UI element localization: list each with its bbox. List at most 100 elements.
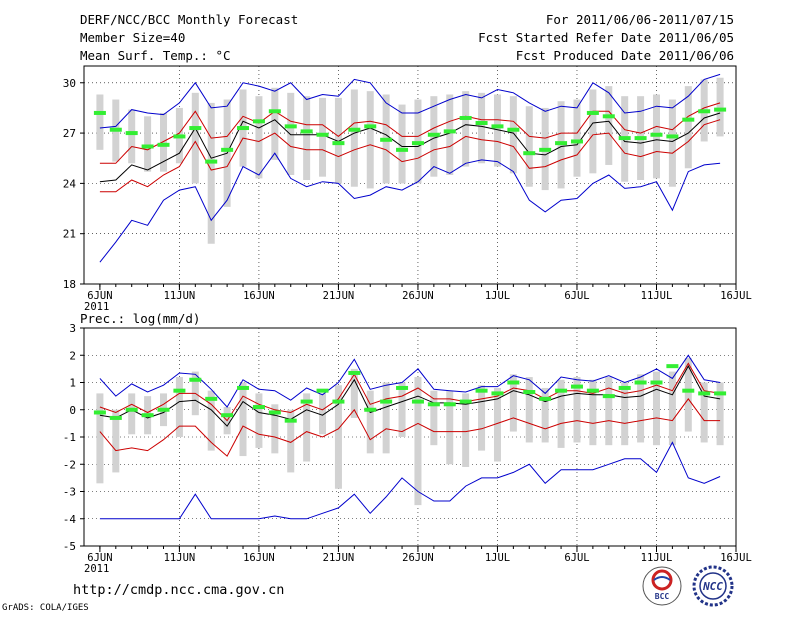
x-tick-label: 26JUN bbox=[402, 290, 434, 302]
spread-bar bbox=[605, 377, 613, 446]
source-url[interactable]: http://cmdp.ncc.cma.gov.cn bbox=[73, 582, 285, 598]
x-tick-label: 11JUL bbox=[641, 290, 673, 302]
spread-bar bbox=[668, 371, 676, 446]
ens-mean-mark bbox=[109, 127, 122, 132]
spread-bar bbox=[668, 99, 676, 187]
ens-mean-mark bbox=[237, 126, 250, 131]
ens-mean-mark bbox=[555, 141, 568, 146]
ens-mean-mark bbox=[348, 127, 361, 132]
ens-mean-mark bbox=[586, 110, 599, 115]
y-tick-label: -1 bbox=[63, 431, 76, 444]
max-line bbox=[99, 354, 721, 408]
spread-bar bbox=[589, 379, 597, 446]
spread-bar bbox=[398, 104, 406, 184]
ens-mean-mark bbox=[618, 385, 631, 390]
spread-bar bbox=[96, 393, 104, 484]
spread-bar bbox=[684, 357, 692, 432]
y-tick-label: -5 bbox=[63, 540, 76, 553]
x-tick-label: 16JUN bbox=[243, 290, 275, 302]
min-line bbox=[99, 152, 721, 263]
spread-bar bbox=[652, 371, 660, 446]
spread-bar bbox=[128, 393, 136, 435]
spread-bar bbox=[112, 409, 120, 473]
y-tick-label: -3 bbox=[63, 486, 76, 499]
spread-bar bbox=[589, 89, 597, 174]
spread-bar bbox=[637, 374, 645, 443]
spread-bar bbox=[319, 393, 327, 435]
ens-mean-mark bbox=[268, 109, 281, 114]
spread-bar bbox=[414, 377, 422, 506]
y-tick-label: -4 bbox=[63, 513, 77, 526]
x-tick-label: 1JUL bbox=[485, 552, 510, 564]
ens-mean-mark bbox=[539, 147, 552, 152]
spread-bar bbox=[287, 409, 295, 473]
spread-bar bbox=[446, 94, 454, 175]
median-line bbox=[99, 365, 721, 427]
precipitation-panel: -5 -4 -3 -2 -1 0 1 2 3 6JUN 11JUN 16JUN 21JUN 26JUN 1J… bbox=[63, 322, 752, 575]
member-size: Member Size=40 bbox=[80, 30, 186, 45]
ens-mean-mark bbox=[189, 377, 202, 382]
chart-title: DERF/NCC/BCC Monthly Forecast bbox=[80, 12, 299, 27]
spread-bar bbox=[160, 112, 168, 172]
spread-bar bbox=[573, 377, 581, 443]
x-tick-label: 1JUL bbox=[485, 290, 510, 302]
spread-bar bbox=[255, 393, 263, 448]
spread-bar bbox=[382, 382, 390, 454]
ens-mean-mark bbox=[427, 132, 440, 137]
spread-bar bbox=[366, 91, 374, 189]
ens-mean-mark bbox=[555, 388, 568, 393]
ens-mean-mark bbox=[475, 121, 488, 126]
ens-mean-mark bbox=[666, 134, 679, 139]
ens-mean-mark bbox=[459, 399, 472, 404]
lower-line bbox=[99, 119, 721, 193]
spread-bar bbox=[303, 393, 311, 462]
ens-mean-mark bbox=[475, 388, 488, 393]
ens-mean-mark bbox=[300, 399, 313, 404]
ens-mean-mark bbox=[443, 129, 456, 134]
spread-bar bbox=[398, 382, 406, 437]
precip-panel-title: Prec.: log(mm/d) bbox=[80, 311, 200, 326]
spread-bar bbox=[207, 390, 215, 451]
spread-bar bbox=[716, 77, 724, 137]
ens-mean-mark bbox=[650, 380, 663, 385]
x-tick-label: 11JUN bbox=[164, 552, 196, 564]
grads-credit: GrADS: COLA/IGES bbox=[2, 603, 89, 613]
ens-mean-mark bbox=[93, 410, 106, 415]
ens-mean-mark bbox=[316, 388, 329, 393]
spread-bar bbox=[271, 404, 279, 454]
x-tick-label: 16JUL bbox=[720, 552, 752, 564]
ens-mean-mark bbox=[443, 402, 456, 407]
ens-mean-mark bbox=[221, 413, 234, 418]
ens-mean-mark bbox=[93, 110, 106, 115]
spread-bar bbox=[573, 99, 581, 177]
y-tick-label: 18 bbox=[63, 278, 76, 291]
y-tick-label: 30 bbox=[63, 77, 76, 90]
y-tick-label: 27 bbox=[63, 127, 76, 140]
ens-mean-mark bbox=[380, 399, 393, 404]
ens-mean-mark bbox=[125, 407, 138, 412]
ens-mean-mark bbox=[109, 415, 122, 420]
median-line bbox=[99, 112, 721, 183]
x-tick-label: 16JUL bbox=[720, 290, 752, 302]
ens-mean-mark bbox=[459, 115, 472, 120]
ens-mean-mark bbox=[570, 139, 583, 144]
ens-mean-mark bbox=[602, 114, 615, 119]
spread-bar bbox=[716, 382, 724, 446]
spread-bar bbox=[684, 86, 692, 169]
ens-mean-mark bbox=[157, 142, 170, 147]
spread-bar bbox=[462, 393, 470, 467]
x-tick-label: 11JUN bbox=[164, 290, 196, 302]
spread-bar bbox=[96, 94, 104, 150]
ens-mean-mark bbox=[523, 390, 536, 395]
y-tick-label: 1 bbox=[69, 377, 76, 390]
spread-bar bbox=[478, 385, 486, 451]
ens-mean-mark bbox=[586, 388, 599, 393]
ens-mean-mark bbox=[411, 399, 424, 404]
x-tick-label: 6JUL bbox=[564, 552, 589, 564]
ens-mean-mark bbox=[523, 151, 536, 156]
spread-bar bbox=[350, 368, 358, 418]
ens-mean-mark bbox=[173, 388, 186, 393]
spread-bar bbox=[541, 387, 549, 443]
bcc-logo-text: BCC bbox=[655, 592, 670, 601]
x-tick-label: 6JUN bbox=[87, 290, 112, 302]
